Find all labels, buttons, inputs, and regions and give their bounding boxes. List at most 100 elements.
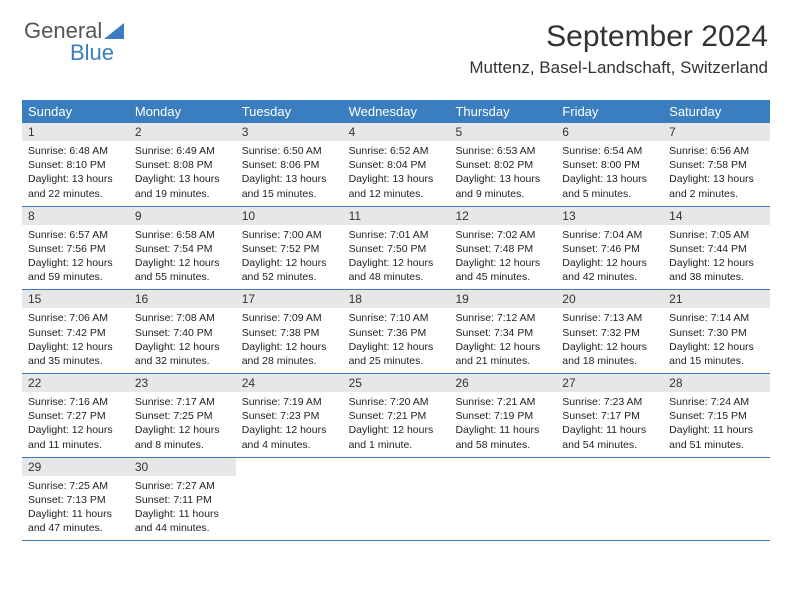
day-number: 4 — [343, 123, 450, 141]
day-details: Sunrise: 7:00 AMSunset: 7:52 PMDaylight:… — [236, 225, 343, 290]
day-details: Sunrise: 7:06 AMSunset: 7:42 PMDaylight:… — [22, 308, 129, 373]
calendar-day: 28Sunrise: 7:24 AMSunset: 7:15 PMDayligh… — [663, 374, 770, 457]
calendar-day: 20Sunrise: 7:13 AMSunset: 7:32 PMDayligh… — [556, 290, 663, 373]
calendar-week: 22Sunrise: 7:16 AMSunset: 7:27 PMDayligh… — [22, 374, 770, 458]
day-number: 6 — [556, 123, 663, 141]
day-details: Sunrise: 7:25 AMSunset: 7:13 PMDaylight:… — [22, 476, 129, 541]
day-details: Sunrise: 7:23 AMSunset: 7:17 PMDaylight:… — [556, 392, 663, 457]
day-number: 24 — [236, 374, 343, 392]
day-number: 25 — [343, 374, 450, 392]
page-subtitle: Muttenz, Basel-Landschaft, Switzerland — [469, 58, 768, 78]
weekday-header: Monday — [129, 100, 236, 123]
day-number: 23 — [129, 374, 236, 392]
day-number: 20 — [556, 290, 663, 308]
day-details: Sunrise: 6:57 AMSunset: 7:56 PMDaylight:… — [22, 225, 129, 290]
calendar-day-empty — [663, 458, 770, 541]
calendar-day: 3Sunrise: 6:50 AMSunset: 8:06 PMDaylight… — [236, 123, 343, 206]
weekday-header: Wednesday — [343, 100, 450, 123]
calendar-day: 16Sunrise: 7:08 AMSunset: 7:40 PMDayligh… — [129, 290, 236, 373]
logo-text-blue: Blue — [70, 40, 114, 66]
calendar-day: 4Sunrise: 6:52 AMSunset: 8:04 PMDaylight… — [343, 123, 450, 206]
weekday-header: Friday — [556, 100, 663, 123]
day-details: Sunrise: 7:08 AMSunset: 7:40 PMDaylight:… — [129, 308, 236, 373]
calendar-day: 12Sunrise: 7:02 AMSunset: 7:48 PMDayligh… — [449, 207, 556, 290]
weekday-header-row: SundayMondayTuesdayWednesdayThursdayFrid… — [22, 100, 770, 123]
day-number: 19 — [449, 290, 556, 308]
calendar-day-empty — [343, 458, 450, 541]
day-details: Sunrise: 7:04 AMSunset: 7:46 PMDaylight:… — [556, 225, 663, 290]
calendar-day: 21Sunrise: 7:14 AMSunset: 7:30 PMDayligh… — [663, 290, 770, 373]
calendar-day-empty — [236, 458, 343, 541]
day-number: 28 — [663, 374, 770, 392]
day-number: 17 — [236, 290, 343, 308]
day-number: 8 — [22, 207, 129, 225]
calendar-day: 30Sunrise: 7:27 AMSunset: 7:11 PMDayligh… — [129, 458, 236, 541]
day-details: Sunrise: 7:02 AMSunset: 7:48 PMDaylight:… — [449, 225, 556, 290]
calendar-week: 8Sunrise: 6:57 AMSunset: 7:56 PMDaylight… — [22, 207, 770, 291]
day-number: 18 — [343, 290, 450, 308]
day-details: Sunrise: 7:19 AMSunset: 7:23 PMDaylight:… — [236, 392, 343, 457]
day-details: Sunrise: 7:14 AMSunset: 7:30 PMDaylight:… — [663, 308, 770, 373]
calendar-day: 2Sunrise: 6:49 AMSunset: 8:08 PMDaylight… — [129, 123, 236, 206]
day-details: Sunrise: 6:52 AMSunset: 8:04 PMDaylight:… — [343, 141, 450, 206]
day-details: Sunrise: 7:20 AMSunset: 7:21 PMDaylight:… — [343, 392, 450, 457]
page-title: September 2024 — [546, 20, 768, 54]
day-details: Sunrise: 6:53 AMSunset: 8:02 PMDaylight:… — [449, 141, 556, 206]
weekday-header: Saturday — [663, 100, 770, 123]
calendar-week: 29Sunrise: 7:25 AMSunset: 7:13 PMDayligh… — [22, 458, 770, 542]
weekday-header: Tuesday — [236, 100, 343, 123]
day-details: Sunrise: 7:10 AMSunset: 7:36 PMDaylight:… — [343, 308, 450, 373]
calendar-day: 18Sunrise: 7:10 AMSunset: 7:36 PMDayligh… — [343, 290, 450, 373]
calendar-week: 1Sunrise: 6:48 AMSunset: 8:10 PMDaylight… — [22, 123, 770, 207]
calendar-day: 19Sunrise: 7:12 AMSunset: 7:34 PMDayligh… — [449, 290, 556, 373]
calendar-day: 27Sunrise: 7:23 AMSunset: 7:17 PMDayligh… — [556, 374, 663, 457]
calendar-day: 14Sunrise: 7:05 AMSunset: 7:44 PMDayligh… — [663, 207, 770, 290]
day-number: 3 — [236, 123, 343, 141]
day-number: 10 — [236, 207, 343, 225]
day-number: 1 — [22, 123, 129, 141]
calendar: SundayMondayTuesdayWednesdayThursdayFrid… — [22, 100, 770, 541]
calendar-day: 24Sunrise: 7:19 AMSunset: 7:23 PMDayligh… — [236, 374, 343, 457]
day-number: 30 — [129, 458, 236, 476]
day-number: 2 — [129, 123, 236, 141]
day-details: Sunrise: 7:16 AMSunset: 7:27 PMDaylight:… — [22, 392, 129, 457]
logo-triangle-icon — [104, 23, 124, 39]
calendar-day: 6Sunrise: 6:54 AMSunset: 8:00 PMDaylight… — [556, 123, 663, 206]
day-number: 12 — [449, 207, 556, 225]
calendar-day-empty — [556, 458, 663, 541]
day-number: 27 — [556, 374, 663, 392]
calendar-day: 22Sunrise: 7:16 AMSunset: 7:27 PMDayligh… — [22, 374, 129, 457]
day-details: Sunrise: 7:21 AMSunset: 7:19 PMDaylight:… — [449, 392, 556, 457]
day-number: 5 — [449, 123, 556, 141]
day-details: Sunrise: 7:05 AMSunset: 7:44 PMDaylight:… — [663, 225, 770, 290]
day-number: 26 — [449, 374, 556, 392]
day-details: Sunrise: 7:01 AMSunset: 7:50 PMDaylight:… — [343, 225, 450, 290]
day-number: 11 — [343, 207, 450, 225]
day-details: Sunrise: 7:24 AMSunset: 7:15 PMDaylight:… — [663, 392, 770, 457]
calendar-day: 25Sunrise: 7:20 AMSunset: 7:21 PMDayligh… — [343, 374, 450, 457]
calendar-day: 7Sunrise: 6:56 AMSunset: 7:58 PMDaylight… — [663, 123, 770, 206]
calendar-day: 9Sunrise: 6:58 AMSunset: 7:54 PMDaylight… — [129, 207, 236, 290]
day-details: Sunrise: 6:58 AMSunset: 7:54 PMDaylight:… — [129, 225, 236, 290]
day-number: 21 — [663, 290, 770, 308]
calendar-day: 10Sunrise: 7:00 AMSunset: 7:52 PMDayligh… — [236, 207, 343, 290]
day-details: Sunrise: 6:50 AMSunset: 8:06 PMDaylight:… — [236, 141, 343, 206]
calendar-day: 8Sunrise: 6:57 AMSunset: 7:56 PMDaylight… — [22, 207, 129, 290]
day-details: Sunrise: 6:48 AMSunset: 8:10 PMDaylight:… — [22, 141, 129, 206]
calendar-day: 5Sunrise: 6:53 AMSunset: 8:02 PMDaylight… — [449, 123, 556, 206]
day-number: 22 — [22, 374, 129, 392]
day-number: 14 — [663, 207, 770, 225]
day-number: 13 — [556, 207, 663, 225]
logo: General Blue — [24, 18, 124, 44]
day-details: Sunrise: 7:12 AMSunset: 7:34 PMDaylight:… — [449, 308, 556, 373]
day-number: 15 — [22, 290, 129, 308]
day-number: 29 — [22, 458, 129, 476]
calendar-day: 23Sunrise: 7:17 AMSunset: 7:25 PMDayligh… — [129, 374, 236, 457]
day-details: Sunrise: 7:13 AMSunset: 7:32 PMDaylight:… — [556, 308, 663, 373]
calendar-day: 17Sunrise: 7:09 AMSunset: 7:38 PMDayligh… — [236, 290, 343, 373]
calendar-day: 29Sunrise: 7:25 AMSunset: 7:13 PMDayligh… — [22, 458, 129, 541]
calendar-week: 15Sunrise: 7:06 AMSunset: 7:42 PMDayligh… — [22, 290, 770, 374]
day-details: Sunrise: 7:09 AMSunset: 7:38 PMDaylight:… — [236, 308, 343, 373]
day-details: Sunrise: 6:56 AMSunset: 7:58 PMDaylight:… — [663, 141, 770, 206]
day-number: 7 — [663, 123, 770, 141]
